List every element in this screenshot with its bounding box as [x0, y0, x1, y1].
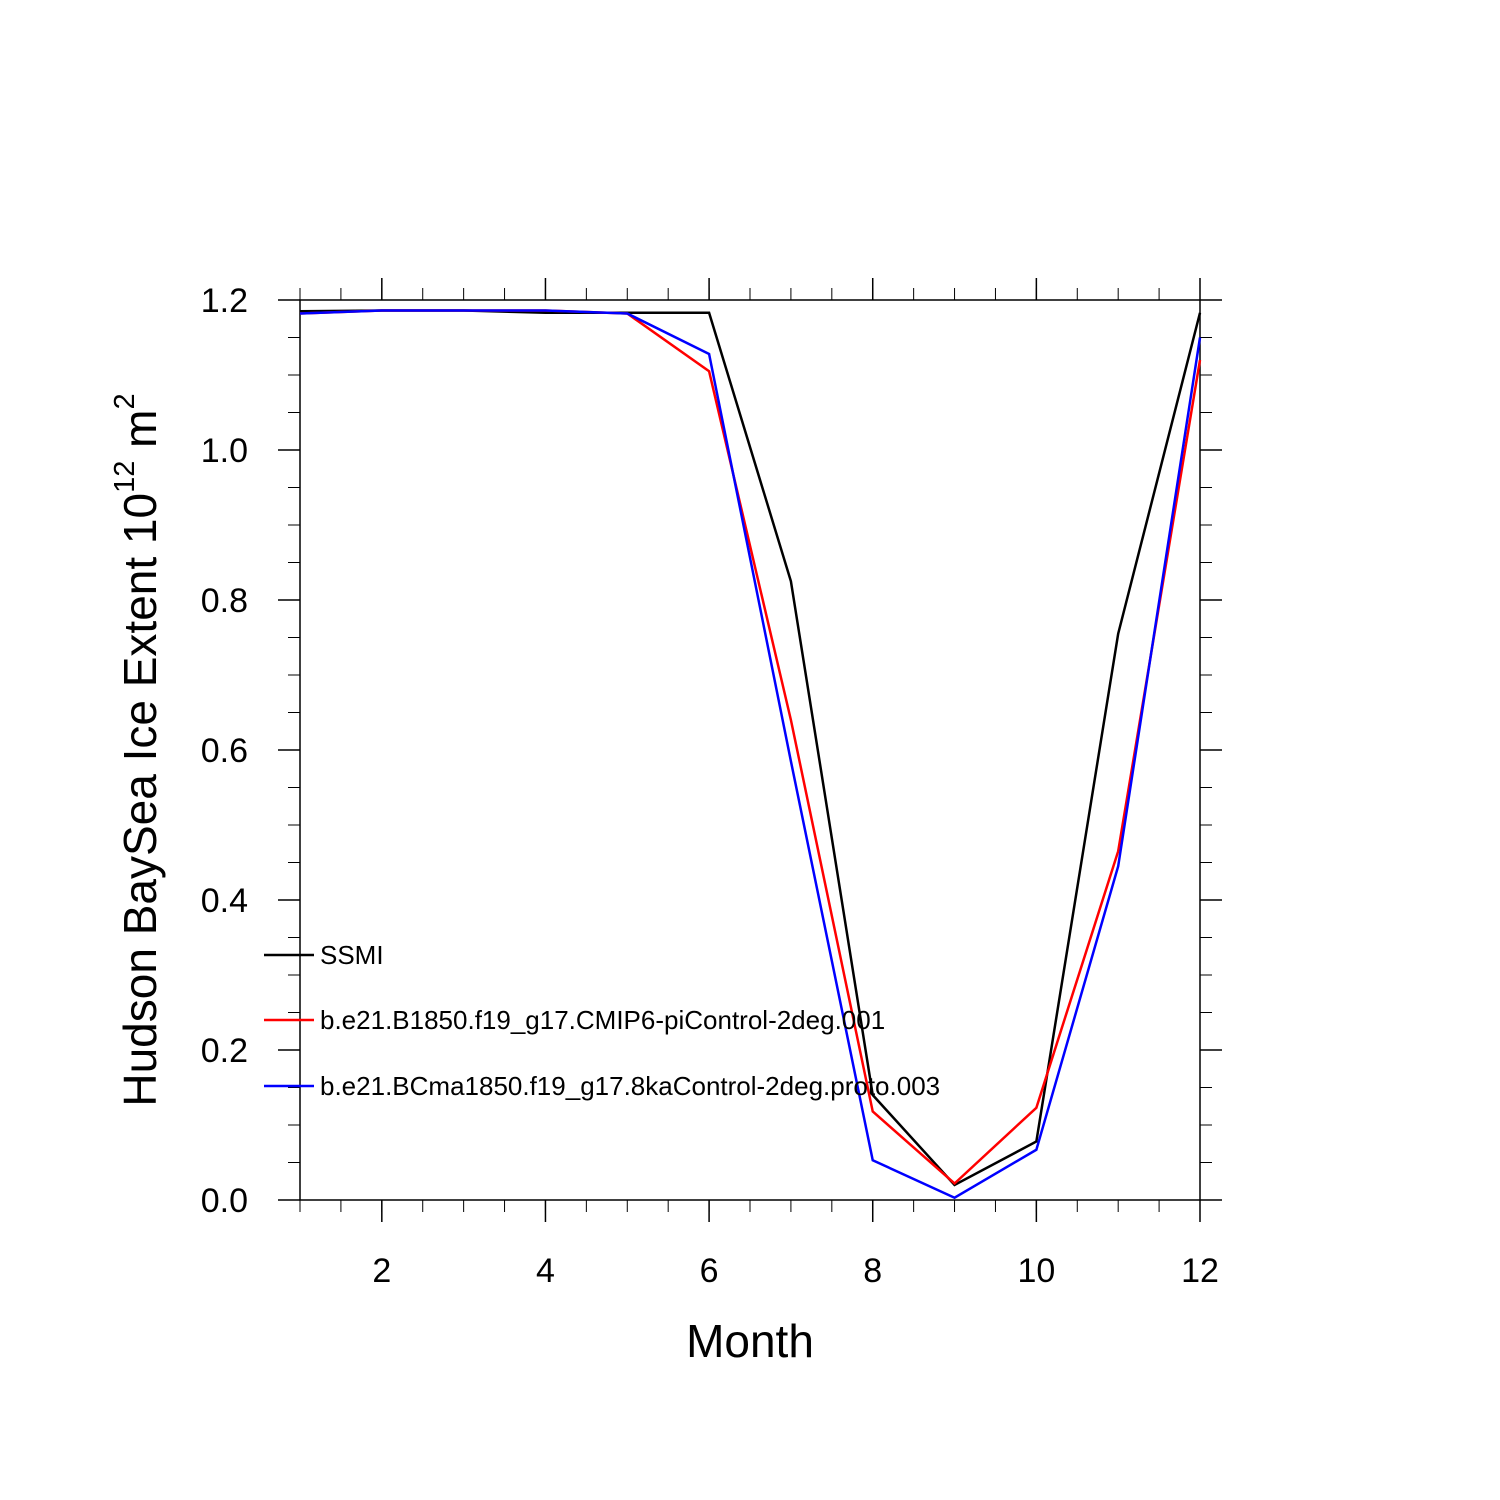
x-tick-label: 4 [536, 1252, 555, 1290]
y-axis-title-main: Hudson BaySea Ice Extent 10 [114, 493, 166, 1107]
axis-ticks [278, 278, 1222, 1222]
y-axis-title-exp1: 12 [109, 461, 141, 493]
y-tick-label: 0.6 [201, 732, 248, 770]
y-tick-label: 1.2 [201, 282, 248, 320]
y-tick-label: 0.2 [201, 1032, 248, 1070]
y-axis-title-exp2: 2 [109, 393, 141, 409]
y-axis-title: Hudson BaySea Ice Extent 1012 m2 [109, 393, 166, 1106]
x-tick-label: 2 [372, 1252, 391, 1290]
axis-tick-labels: 2 4 6 8 10 12 0.0 0.2 0.4 0.6 0.8 1.0 1.2 [201, 282, 1219, 1290]
y-tick-label: 1.0 [201, 432, 248, 470]
legend-label-3: b.e21.BCma1850.f19_g17.8kaControl-2deg.p… [320, 1071, 940, 1101]
legend: SSMI b.e21.B1850.f19_g17.CMIP6-piControl-… [264, 940, 940, 1101]
x-axis-title: Month [686, 1315, 814, 1367]
plot-frame [299, 299, 1201, 1201]
x-tick-label: 10 [1017, 1252, 1055, 1290]
legend-label-2: b.e21.B1850.f19_g17.CMIP6-piControl-2deg… [320, 1005, 885, 1035]
y-axis-title-unit: m [114, 410, 166, 461]
series-line-3 [299, 309, 1202, 1200]
series-layer [299, 309, 1202, 1200]
x-tick-label: 8 [863, 1252, 882, 1290]
x-tick-label: 12 [1181, 1252, 1219, 1290]
y-tick-label: 0.4 [201, 882, 248, 920]
legend-label-1: SSMI [320, 940, 384, 970]
y-tick-label: 0.8 [201, 582, 248, 620]
y-tick-label: 0.0 [201, 1182, 248, 1220]
x-tick-label: 6 [700, 1252, 719, 1290]
